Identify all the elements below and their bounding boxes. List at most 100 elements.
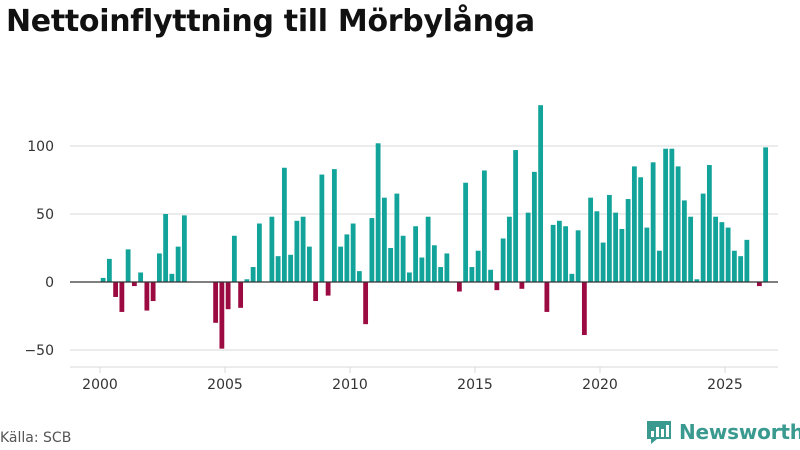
bar	[475, 250, 481, 282]
bar	[713, 216, 719, 282]
bar	[163, 214, 169, 282]
x-axis-labels: 2000 2005 2010 2015 2020 2025	[82, 377, 743, 393]
bar	[469, 267, 475, 282]
bar	[481, 170, 487, 282]
bar	[719, 222, 725, 282]
bar	[225, 282, 231, 310]
bar	[306, 246, 312, 282]
bar	[675, 166, 681, 282]
bar	[756, 282, 762, 287]
bar	[738, 256, 744, 282]
bar	[375, 143, 381, 282]
bar	[400, 235, 406, 282]
bar	[706, 165, 712, 282]
bar	[256, 223, 262, 282]
bar	[444, 253, 450, 282]
bar	[656, 250, 662, 282]
bar	[506, 216, 512, 282]
bar	[550, 224, 556, 282]
bar	[725, 227, 731, 282]
gridlines	[70, 145, 778, 351]
bar	[406, 272, 412, 282]
bar	[119, 282, 125, 312]
bar	[525, 212, 531, 282]
bar	[631, 166, 637, 282]
bar	[438, 267, 444, 282]
bar	[231, 235, 237, 282]
x-tick-label: 2000	[82, 377, 118, 393]
bar	[638, 177, 644, 282]
bar	[213, 282, 219, 323]
bar	[625, 199, 631, 282]
bar	[331, 169, 337, 282]
bar	[600, 242, 606, 282]
bar	[613, 212, 619, 282]
bar	[500, 238, 506, 282]
bar	[281, 167, 287, 282]
x-tick-label: 2020	[582, 377, 618, 393]
bar	[606, 194, 612, 282]
y-tick-label: −50	[24, 343, 54, 359]
bar	[275, 256, 281, 282]
newsworthy-logo[interactable]: Newsworthy	[645, 419, 800, 445]
bar	[150, 282, 156, 302]
bar	[588, 197, 594, 282]
y-tick-label: 0	[45, 275, 54, 291]
bar	[513, 150, 519, 282]
bar	[731, 250, 737, 282]
bar	[381, 197, 387, 282]
bar	[131, 282, 137, 287]
bar	[369, 218, 375, 282]
bar	[563, 226, 569, 282]
bar	[325, 282, 331, 296]
bar	[700, 193, 706, 282]
bar	[350, 223, 356, 282]
bar	[181, 215, 187, 282]
x-tick-label: 2025	[707, 377, 743, 393]
bar	[125, 249, 131, 282]
bar	[519, 282, 525, 289]
bar	[425, 216, 431, 282]
source-note: Källa: SCB	[0, 430, 72, 446]
bar	[688, 216, 694, 282]
y-tick-label: 50	[36, 207, 54, 223]
bar	[175, 246, 181, 282]
bar	[556, 220, 562, 282]
bar	[456, 282, 462, 292]
bar	[313, 282, 319, 302]
bar	[100, 277, 106, 282]
bar	[344, 234, 350, 282]
x-tick-label: 2010	[332, 377, 368, 393]
y-tick-label: 100	[27, 139, 54, 155]
y-axis-labels: −50 0 50 100	[24, 139, 54, 359]
bar	[356, 271, 362, 282]
bar	[431, 245, 437, 282]
bar	[294, 220, 300, 282]
bar	[669, 148, 675, 282]
bar	[569, 273, 575, 282]
bar	[269, 216, 275, 282]
bar	[531, 171, 537, 282]
bar	[288, 254, 294, 282]
bars	[100, 105, 769, 349]
bar	[494, 282, 500, 291]
bar	[338, 246, 344, 282]
bar	[300, 216, 306, 282]
bar	[681, 200, 687, 282]
bar	[488, 269, 494, 282]
bar	[250, 267, 256, 282]
bar	[419, 257, 425, 282]
bar	[219, 282, 225, 349]
bar	[106, 258, 112, 282]
bar	[763, 147, 769, 282]
bar	[244, 279, 250, 282]
bar	[363, 282, 369, 325]
bar	[138, 272, 144, 282]
axes	[70, 281, 778, 373]
bar	[594, 211, 600, 282]
x-tick-label: 2005	[207, 377, 243, 393]
bar	[238, 282, 244, 308]
bar	[156, 253, 162, 282]
bar	[744, 239, 750, 282]
